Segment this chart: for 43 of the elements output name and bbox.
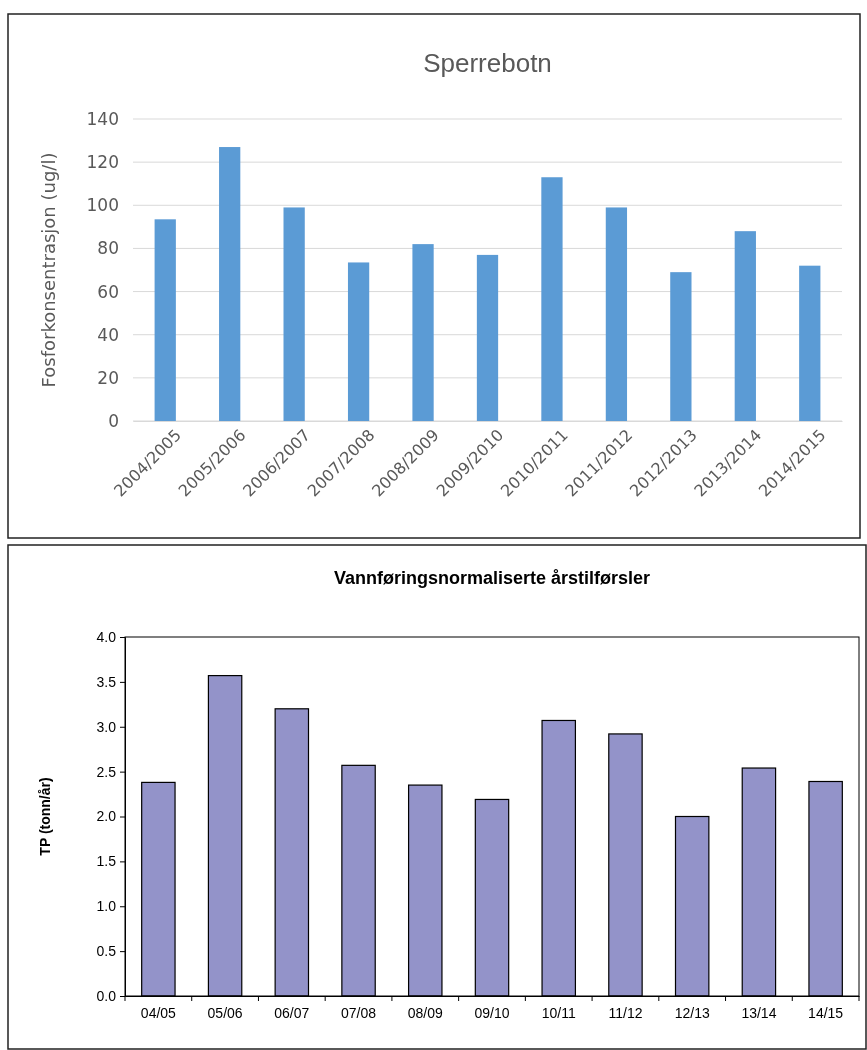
x-tick-label: 11/12: [608, 1004, 643, 1021]
x-tick-label: 04/05: [140, 1004, 177, 1021]
y-tick-label: 2.5: [96, 763, 117, 780]
y-tick-label: 3.5: [96, 673, 117, 690]
x-tick-label: 13/14: [741, 1004, 777, 1021]
y-tick-label: 40: [97, 324, 119, 345]
x-tick-label: 12/13: [674, 1004, 710, 1021]
y-tick-label: 100: [86, 195, 119, 216]
x-tick-label: 10/11: [541, 1004, 576, 1021]
bar: [605, 207, 628, 421]
x-tick-label: 06/07: [274, 1004, 310, 1021]
bar: [283, 207, 305, 421]
x-tick-label: 05/06: [207, 1004, 243, 1021]
x-tick-label: 07/08: [341, 1004, 377, 1021]
y-tick-label: 20: [97, 367, 119, 388]
y-tick-label: 60: [97, 281, 119, 302]
bar: [219, 147, 241, 421]
y-tick-label: 4.0: [96, 628, 117, 645]
chart-title: Vannføringsnormaliserte årstilførsler: [333, 568, 651, 588]
bar: [412, 244, 434, 421]
y-tick-label: 0.0: [96, 987, 117, 1004]
bar: [476, 254, 499, 421]
y-axis-title: Fosforkonsentrasjon (ug/l): [38, 152, 59, 388]
bar: [347, 262, 370, 421]
chart-title: Sperrebotn: [423, 48, 552, 78]
bar: [541, 177, 563, 421]
y-tick-label: 1.5: [96, 853, 117, 870]
y-tick-label: 120: [86, 152, 119, 173]
bar: [154, 219, 176, 421]
y-tick-label: 140: [86, 108, 119, 129]
x-tick-label: 14/15: [808, 1004, 844, 1021]
bar: [799, 265, 821, 421]
y-tick-label: 3.0: [96, 718, 117, 735]
bar: [670, 272, 692, 421]
y-tick-label: 80: [97, 238, 119, 259]
y-tick-label: 2.0: [96, 808, 117, 825]
y-tick-label: 0.5: [96, 943, 117, 960]
y-axis-title: TP (tonn/år): [37, 777, 53, 856]
x-tick-label: 08/09: [407, 1004, 443, 1021]
y-tick-label: 0: [108, 410, 119, 431]
y-tick-label: 1.0: [96, 898, 117, 915]
x-tick-label: 09/10: [474, 1004, 510, 1021]
bar: [734, 231, 756, 421]
